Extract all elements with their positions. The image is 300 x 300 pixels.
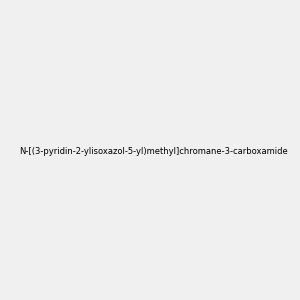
Text: N-[(3-pyridin-2-ylisoxazol-5-yl)methyl]chromane-3-carboxamide: N-[(3-pyridin-2-ylisoxazol-5-yl)methyl]c…: [20, 147, 288, 156]
